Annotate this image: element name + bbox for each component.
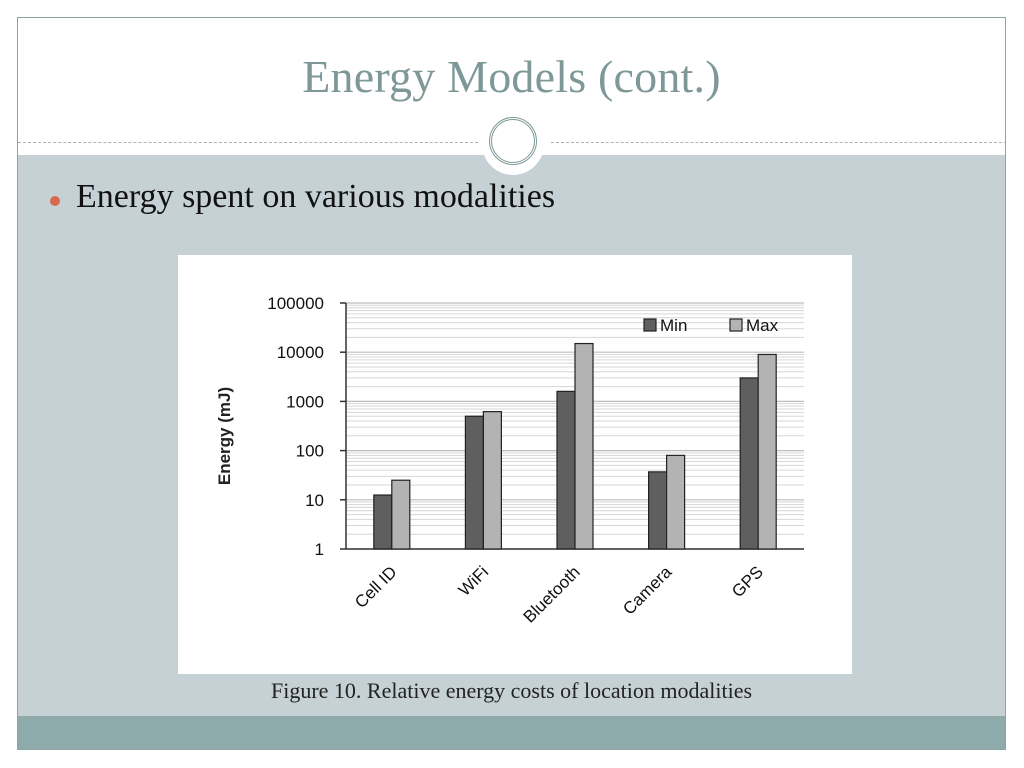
header-divider-right: [551, 142, 1005, 143]
y-tick-label: 10: [305, 491, 324, 510]
legend-label-min: Min: [660, 316, 687, 335]
x-tick-label: GPS: [728, 562, 767, 601]
bar-max-cell-id: [391, 479, 411, 550]
y-tick-label: 100000: [267, 294, 324, 313]
bar-max-wifi: [482, 411, 502, 550]
bullet-dot-icon: [50, 196, 60, 206]
bar-max-bluetooth: [574, 342, 594, 550]
x-tick-label: WiFi: [455, 562, 492, 599]
bar-min-cell-id: [373, 494, 393, 550]
bar-min-gps: [739, 377, 759, 550]
legend-swatch-min: [643, 318, 657, 332]
y-axis-title: Energy (mJ): [215, 387, 234, 485]
bar-min-bluetooth: [556, 390, 576, 550]
bar-min-camera: [648, 471, 668, 550]
bullet-text: Energy spent on various modalities: [76, 178, 556, 215]
y-tick-label: 1000: [286, 392, 324, 411]
y-tick-label: 10000: [277, 343, 324, 362]
figure-caption: Figure 10. Relative energy costs of loca…: [270, 678, 753, 703]
x-tick-label: Cell ID: [351, 562, 401, 612]
legend-label-max: Max: [746, 316, 779, 335]
ornament-ring-icon: [489, 117, 537, 165]
y-tick-label: 1: [315, 540, 324, 559]
header-divider-left: [18, 142, 478, 143]
y-tick-label: 100: [296, 442, 324, 461]
bar-max-camera: [666, 454, 686, 550]
x-tick-label: Bluetooth: [520, 562, 584, 626]
x-tick-label: Camera: [619, 562, 676, 619]
legend-swatch-max: [729, 318, 743, 332]
bar-min-wifi: [464, 415, 484, 550]
bar-max-gps: [757, 353, 777, 550]
slide: Energy Models (cont.) Energy spent on va…: [17, 17, 1006, 750]
slide-footer-band: [18, 716, 1005, 749]
chart-figure: 1 10 100 1000 10000 100000 Energy (mJ) Cell ID W…: [178, 255, 852, 674]
bar-chart: 1 10 100 1000 10000 100000 Energy (mJ) Cell ID W…: [215, 294, 804, 627]
slide-title: Energy Models (cont.): [302, 51, 721, 102]
